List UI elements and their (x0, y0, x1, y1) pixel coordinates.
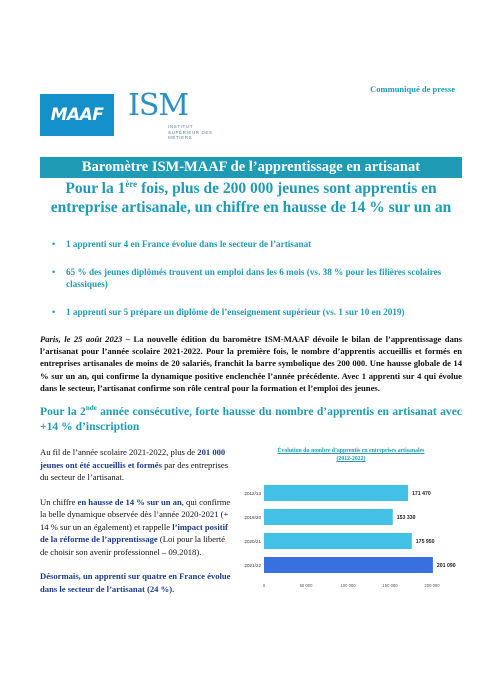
highlight-text: 201 000 jeunes ont été accueillis et for… (40, 447, 226, 470)
subtitle: Pour la 1ère fois, plus de 200 000 jeune… (40, 179, 462, 217)
maaf-logo: MAAF (40, 94, 114, 136)
subtitle-part1: Pour la 1 (65, 180, 126, 197)
chart-bar (264, 509, 393, 525)
text-run: par des entreprises du secteur de l’arti… (40, 459, 229, 483)
key-point: 1 apprenti sur 4 en France évolue dans l… (52, 238, 462, 250)
chart-category-label: 2019/20 (244, 515, 261, 520)
chart-bar (264, 485, 409, 501)
section-title: Pour la 2nde année consécutive, forte ha… (40, 404, 462, 434)
chart-category-label: 2020/21 (244, 539, 261, 544)
chart-title-block: Évolution du nombre d’apprentis en entre… (240, 447, 462, 463)
subtitle-part2: fois, plus de 200 000 jeunes sont appren… (50, 180, 452, 216)
chart-bar (264, 557, 433, 573)
subtitle-sup: ère (125, 178, 138, 189)
body-paragraph-1: Au fil de l’année scolaire 2021-2022, pl… (40, 446, 235, 484)
section-title-part2: année consécutive, forte hausse du nombr… (40, 405, 463, 433)
chart-data-label: 175 950 (416, 539, 435, 545)
text-run: Au fil de l’année scolaire 2021-2022, pl… (40, 447, 198, 457)
bar-chart-svg: 2012/13 171 470 2019/20 153 330 2020/21 175 9… (244, 485, 456, 588)
key-point: 1 apprenti sur 5 prépare un diplôme de l… (52, 306, 462, 318)
chart-data-label: 153 330 (397, 515, 416, 521)
ism-logo-text: ISM (128, 88, 189, 123)
apprentices-chart: Évolution du nombre d’apprentis en entre… (240, 445, 462, 605)
text-run: , qui confirme la belle dynamique observ… (40, 496, 231, 532)
body-paragraph-3: Désormais, un apprenti sur quatre en Fra… (40, 570, 235, 595)
intro-text: – La nouvelle édition du baromètre ISM-M… (40, 334, 462, 393)
highlight-text: Désormais, un apprenti sur quatre en Fra… (40, 571, 231, 594)
chart-bar (264, 533, 412, 549)
chart-title: Évolution du nombre d’apprentis en entre… (277, 448, 425, 454)
chart-category-label: 2012/13 (244, 491, 261, 496)
dateline: Paris, le 25 août 2023 (40, 334, 123, 344)
intro-paragraph: Paris, le 25 août 2023 – La nouvelle édi… (40, 333, 462, 394)
press-release-label: Communiqué de presse (370, 84, 455, 94)
highlight-text: l’impact positif de la réforme de l’appr… (40, 521, 228, 545)
chart-data-label: 201 090 (437, 563, 456, 569)
chart-tick-label: 200 000 (424, 583, 440, 588)
chart-tick-label: 50 000 (300, 583, 313, 588)
section-title-part1: Pour la 2 (40, 405, 86, 418)
chart-tick-label: 100 000 (340, 583, 356, 588)
text-run: Un chiffre (40, 496, 78, 507)
banner-title: Baromètre ISM-MAAF de l’apprentissage en… (40, 157, 462, 178)
text-run: (Loi pour la liberté de choisir son aven… (40, 534, 226, 557)
chart-subtitle: (2012-2022) (336, 456, 366, 462)
key-points-list: 1 apprenti sur 4 en France évolue dans l… (52, 238, 462, 334)
chart-tick-label: 0 (263, 583, 266, 588)
body-paragraph-2: Un chiffre en hausse de 14 % sur un an, … (40, 496, 235, 559)
body-text-column: Au fil de l’année scolaire 2021-2022, pl… (40, 446, 235, 607)
maaf-logo-text: MAAF (50, 105, 104, 125)
section-title-sup: nde (85, 404, 97, 413)
highlight-text: en hausse de 14 % sur un an (77, 496, 182, 507)
chart-tick-label: 150 000 (382, 583, 398, 588)
chart-data-label: 171 470 (412, 491, 431, 497)
key-point: 65 % des jeunes diplômés trouvent un emp… (52, 266, 462, 290)
ism-logo: ISM INSTITUT SUPÉRIEUR DES MÉTIERS (124, 88, 214, 140)
ism-logo-subtitle: INSTITUT SUPÉRIEUR DES MÉTIERS (168, 124, 213, 140)
chart-category-label: 2021/22 (244, 563, 261, 568)
